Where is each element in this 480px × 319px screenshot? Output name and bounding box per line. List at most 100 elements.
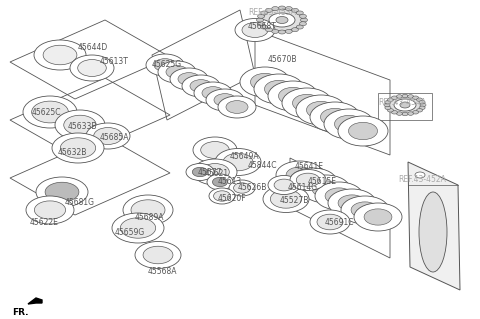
Ellipse shape	[264, 80, 293, 98]
Ellipse shape	[213, 177, 228, 187]
Ellipse shape	[300, 14, 306, 18]
Text: REF.43-453A: REF.43-453A	[248, 8, 296, 17]
Ellipse shape	[282, 88, 332, 118]
Text: 45622E: 45622E	[30, 218, 59, 227]
Ellipse shape	[310, 102, 360, 132]
Ellipse shape	[131, 200, 165, 220]
Ellipse shape	[292, 94, 322, 112]
Ellipse shape	[310, 210, 350, 234]
Text: 45649A: 45649A	[230, 152, 260, 161]
Ellipse shape	[385, 100, 391, 104]
Text: 45668T: 45668T	[248, 22, 277, 31]
Ellipse shape	[396, 95, 402, 98]
Ellipse shape	[391, 110, 397, 114]
Ellipse shape	[123, 195, 173, 225]
Ellipse shape	[394, 99, 416, 111]
Ellipse shape	[384, 103, 390, 107]
Ellipse shape	[278, 6, 286, 10]
Ellipse shape	[388, 96, 421, 114]
Ellipse shape	[300, 22, 306, 26]
Text: 45577: 45577	[198, 168, 222, 177]
Ellipse shape	[135, 241, 181, 269]
Text: 45681G: 45681G	[65, 198, 95, 207]
Ellipse shape	[291, 28, 299, 32]
Ellipse shape	[415, 172, 425, 178]
Ellipse shape	[262, 9, 302, 31]
Ellipse shape	[321, 108, 349, 126]
Ellipse shape	[290, 169, 326, 190]
Ellipse shape	[270, 190, 301, 208]
Text: 45613: 45613	[218, 177, 242, 186]
Polygon shape	[28, 298, 42, 304]
Ellipse shape	[307, 101, 336, 119]
Ellipse shape	[364, 209, 392, 225]
Ellipse shape	[276, 17, 288, 24]
Ellipse shape	[348, 122, 377, 140]
Text: REF.43-454A: REF.43-454A	[378, 98, 426, 107]
Ellipse shape	[55, 110, 105, 140]
Ellipse shape	[193, 137, 237, 163]
Text: 45644D: 45644D	[78, 43, 108, 52]
Ellipse shape	[186, 164, 214, 181]
Ellipse shape	[178, 73, 200, 85]
Ellipse shape	[240, 67, 290, 97]
Text: 45632B: 45632B	[58, 148, 87, 157]
Ellipse shape	[60, 138, 96, 158]
Ellipse shape	[269, 13, 295, 27]
Text: 45659G: 45659G	[115, 228, 145, 237]
Ellipse shape	[209, 188, 235, 204]
Ellipse shape	[338, 116, 388, 146]
Ellipse shape	[272, 7, 279, 11]
Ellipse shape	[387, 98, 394, 101]
Ellipse shape	[296, 173, 320, 187]
Ellipse shape	[251, 73, 279, 91]
Polygon shape	[408, 162, 460, 290]
Ellipse shape	[45, 182, 79, 202]
Ellipse shape	[201, 142, 229, 159]
Ellipse shape	[417, 98, 422, 101]
Ellipse shape	[263, 186, 309, 212]
Ellipse shape	[274, 179, 294, 191]
Ellipse shape	[166, 66, 188, 78]
Ellipse shape	[302, 175, 350, 203]
Ellipse shape	[325, 188, 353, 204]
Ellipse shape	[158, 61, 196, 83]
Ellipse shape	[261, 25, 268, 29]
Ellipse shape	[218, 96, 256, 118]
Ellipse shape	[242, 23, 268, 37]
Ellipse shape	[272, 29, 279, 33]
Ellipse shape	[43, 45, 77, 65]
Ellipse shape	[202, 87, 224, 100]
Ellipse shape	[419, 100, 425, 104]
Text: 45641E: 45641E	[295, 162, 324, 171]
Ellipse shape	[146, 54, 184, 76]
Ellipse shape	[338, 195, 366, 211]
Ellipse shape	[391, 96, 397, 100]
Ellipse shape	[154, 59, 176, 71]
Ellipse shape	[276, 161, 324, 189]
Ellipse shape	[214, 191, 230, 201]
Ellipse shape	[268, 81, 318, 111]
Ellipse shape	[402, 94, 408, 98]
Ellipse shape	[35, 201, 66, 219]
Ellipse shape	[190, 80, 212, 93]
Ellipse shape	[207, 174, 233, 190]
Ellipse shape	[268, 175, 300, 195]
Ellipse shape	[296, 25, 303, 29]
Ellipse shape	[170, 68, 208, 90]
Ellipse shape	[351, 202, 379, 218]
Ellipse shape	[206, 89, 244, 111]
Ellipse shape	[223, 153, 253, 171]
Ellipse shape	[324, 109, 374, 139]
Ellipse shape	[258, 22, 264, 26]
Ellipse shape	[192, 167, 208, 177]
Ellipse shape	[36, 177, 88, 207]
Ellipse shape	[94, 128, 122, 145]
Text: 45614G: 45614G	[288, 183, 318, 192]
Text: 45685A: 45685A	[100, 133, 130, 142]
Text: 45527B: 45527B	[280, 196, 310, 205]
Ellipse shape	[86, 123, 130, 149]
Text: 45689A: 45689A	[135, 213, 165, 222]
Ellipse shape	[289, 168, 337, 196]
Ellipse shape	[278, 30, 286, 34]
